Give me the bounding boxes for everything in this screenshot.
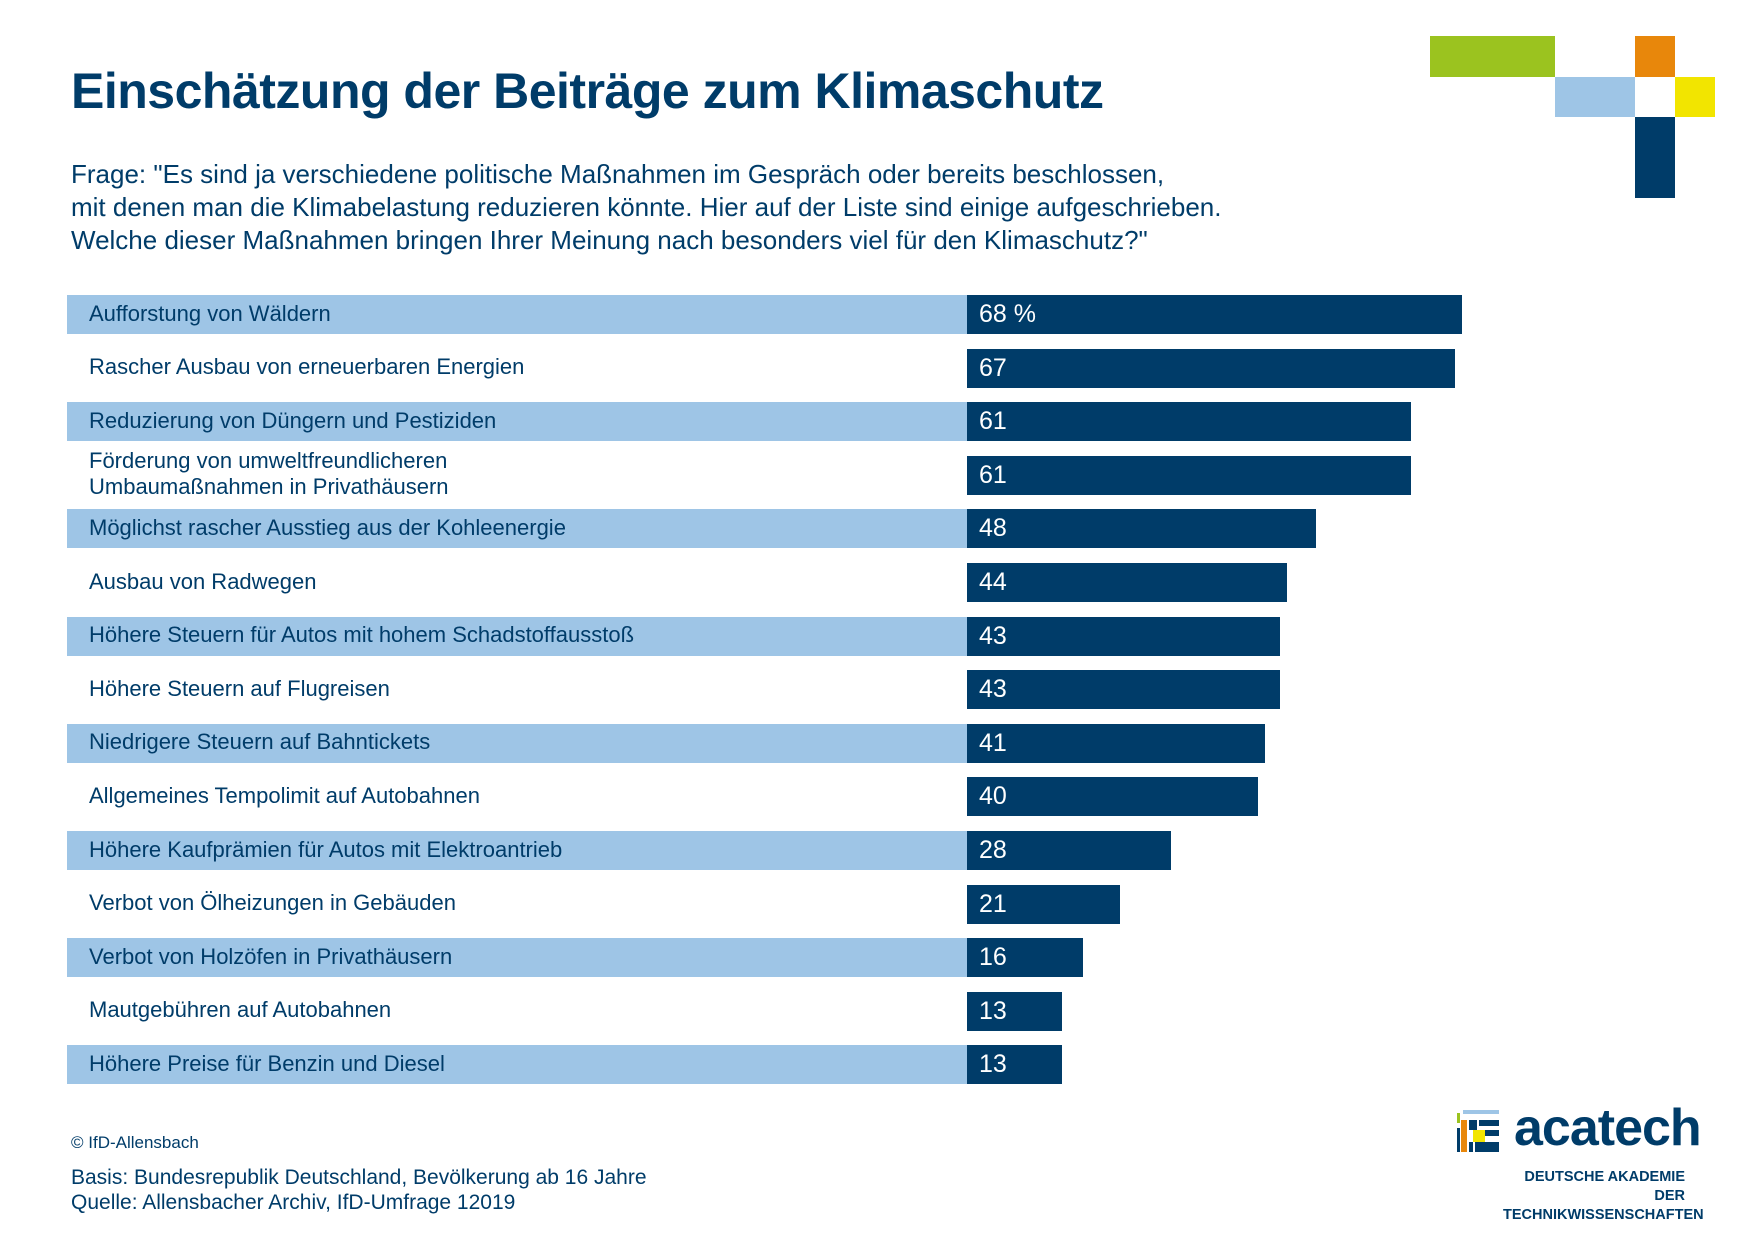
bar — [967, 670, 1281, 710]
category-label: Ausbau von Radwegen — [89, 569, 317, 595]
chart-title: Einschätzung der Beiträge zum Klimaschut… — [71, 63, 1104, 119]
subtitle-line: DEUTSCHE AKADEMIE DER — [1524, 1169, 1685, 1204]
row-band — [67, 938, 967, 978]
bar — [967, 348, 1455, 388]
category-label-line: Höhere Kaufprämien für Autos mit Elektro… — [89, 836, 563, 862]
bar — [967, 455, 1412, 495]
category-label: Aufforstung von Wäldern — [89, 301, 331, 327]
bar — [967, 831, 1171, 870]
bar — [967, 402, 1412, 442]
survey-question: Frage: "Es sind ja verschiedene politisc… — [71, 158, 1221, 257]
data-label: 40 — [979, 782, 1007, 811]
category-label-line: Umbaumaßnahmen in Privathäusern — [89, 474, 449, 500]
row-band — [67, 831, 967, 870]
row-band — [67, 402, 967, 442]
data-label: 61 — [979, 460, 1007, 489]
category-label-line: Rascher Ausbau von erneuerbaren Energien — [89, 354, 525, 380]
category-label: Höhere Kaufprämien für Autos mit Elektro… — [89, 837, 562, 863]
bar — [967, 991, 1062, 1031]
category-label-line: Höhere Preise für Benzin und Diesel — [89, 1050, 445, 1076]
row-band — [67, 723, 967, 763]
question-line: Welche dieser Maßnahmen bringen Ihrer Me… — [71, 225, 1148, 255]
data-label: 61 — [979, 407, 1007, 436]
category-label-line: Verbot von Ölheizungen in Gebäuden — [89, 890, 456, 916]
deco-darkblue-block — [1635, 117, 1675, 198]
category-label-line: Niedrigere Steuern auf Bahntickets — [89, 729, 431, 755]
bar — [967, 723, 1266, 763]
data-label: 43 — [979, 621, 1007, 650]
category-label: Reduzierung von Düngern und Pestiziden — [89, 408, 496, 434]
category-label: Förderung von umweltfreundlicheren Umbaum… — [89, 448, 449, 500]
basis-note: Basis: Bundesrepublik Deutschland, Bevöl… — [71, 1166, 647, 1189]
question-line: mit denen man die Klimabelastung reduzie… — [71, 192, 1222, 222]
category-label-line: Höhere Steuern auf Flugreisen — [89, 675, 390, 701]
row-band — [67, 616, 967, 656]
category-label-line: Aufforstung von Wäldern — [89, 300, 331, 326]
category-label: Höhere Preise für Benzin und Diesel — [89, 1051, 445, 1077]
bar — [967, 777, 1259, 817]
category-label: Niedrigere Steuern auf Bahntickets — [89, 729, 430, 755]
data-label: 68 % — [979, 300, 1036, 328]
data-label: 67 — [979, 353, 1007, 382]
bar — [967, 1045, 1062, 1085]
category-label-line: Förderung von umweltfreundlicheren — [89, 448, 448, 474]
category-label: Höhere Steuern für Autos mit hohem Schad… — [89, 622, 634, 648]
data-label: 13 — [979, 1050, 1007, 1079]
category-label-line: Ausbau von Radwegen — [89, 568, 317, 594]
data-label: 13 — [979, 996, 1007, 1025]
deco-yellow-block — [1675, 77, 1715, 117]
bar — [967, 509, 1317, 549]
deco-lightblue-block — [1555, 77, 1635, 117]
bar — [967, 563, 1288, 602]
data-label: 16 — [979, 943, 1007, 972]
row-band — [67, 509, 967, 549]
data-label: 43 — [979, 675, 1007, 704]
category-label-line: Allgemeines Tempolimit auf Autobahnen — [89, 782, 480, 808]
copyright-note: © IfD-Allensbach — [71, 1133, 199, 1152]
bar — [967, 884, 1120, 924]
data-label: 28 — [979, 836, 1007, 864]
row-band — [67, 295, 967, 334]
category-label-line: Höhere Steuern für Autos mit hohem Schad… — [89, 622, 635, 648]
bar — [967, 295, 1463, 334]
acatech-subtitle: DEUTSCHE AKADEMIE DER TECHNIKWISSENSCHAF… — [1503, 1168, 1704, 1225]
source-note: Quelle: Allensbacher Archiv, IfD-Umfrage… — [71, 1191, 516, 1214]
bar — [967, 616, 1281, 656]
decorative-blocks-icon — [1430, 36, 1715, 198]
category-label: Möglichst rascher Ausstieg aus der Kohle… — [89, 515, 566, 541]
category-label-line: Verbot von Holzöfen in Privathäusern — [89, 943, 453, 969]
acatech-logo-icon — [1457, 1110, 1499, 1152]
acatech-wordmark: acatech — [1514, 1099, 1702, 1157]
category-label: Mautgebühren auf Autobahnen — [89, 997, 391, 1023]
data-label: 44 — [979, 568, 1007, 596]
category-label: Allgemeines Tempolimit auf Autobahnen — [89, 783, 480, 809]
data-label: 48 — [979, 514, 1007, 543]
category-label-line: Reduzierung von Düngern und Pestiziden — [89, 407, 497, 433]
row-band — [67, 1045, 967, 1085]
category-label-line: Mautgebühren auf Autobahnen — [89, 997, 392, 1023]
category-label: Verbot von Holzöfen in Privathäusern — [89, 944, 452, 970]
source-notes: Basis: Bundesrepublik Deutschland, Bevöl… — [71, 1165, 647, 1215]
category-label: Höhere Steuern auf Flugreisen — [89, 676, 390, 702]
question-line: Frage: "Es sind ja verschiedene politisc… — [71, 159, 1165, 189]
category-label: Rascher Ausbau von erneuerbaren Energien — [89, 354, 524, 380]
data-label: 21 — [979, 889, 1007, 918]
bar — [967, 938, 1084, 978]
deco-green-block — [1430, 36, 1555, 77]
category-label: Verbot von Ölheizungen in Gebäuden — [89, 890, 456, 916]
category-label-line: Möglichst rascher Ausstieg aus der Kohle… — [89, 514, 566, 540]
subtitle-line: TECHNIKWISSENSCHAFTEN — [1503, 1207, 1704, 1223]
data-label: 41 — [979, 728, 1007, 757]
deco-orange-block — [1635, 36, 1675, 77]
